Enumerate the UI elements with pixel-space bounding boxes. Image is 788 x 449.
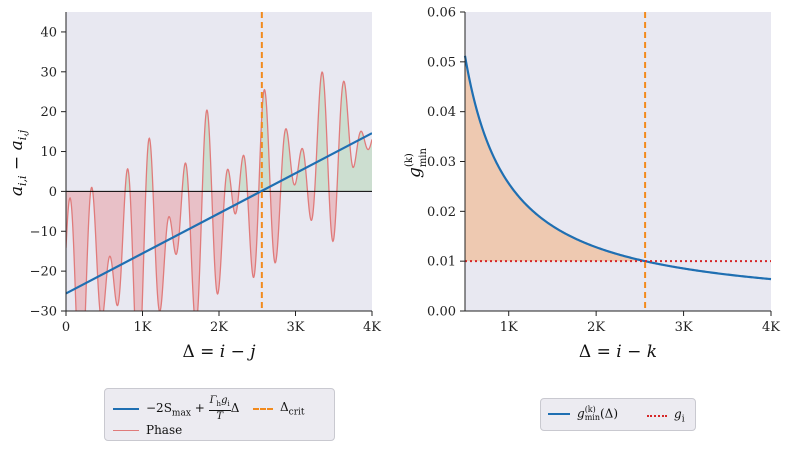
right-legend: g (k) min (Δ) gi (540, 398, 696, 431)
left-y-tick-label: −10 (30, 225, 57, 240)
right-y-axis-label: g(k) min (404, 147, 429, 177)
legend-label-trend: −2Smax + Γhgi T Δ (146, 395, 240, 422)
right-x-axis-label: Δ = i − k (579, 342, 657, 362)
left-x-tick-label: 4K (363, 320, 381, 335)
left-x-tick-label: 3K (287, 320, 305, 335)
legend-label-gi: gi (674, 407, 685, 425)
right-y-tick-label: 0.04 (427, 105, 456, 120)
legend-swatch-crit (253, 407, 273, 410)
left-legend: −2Smax + Γhgi T Δ Δcrit Phase (104, 388, 335, 441)
legend-label-phase: Phase (146, 423, 183, 437)
right-x-tick-label: 3K (675, 320, 693, 335)
left-phase-line (66, 71, 372, 311)
right-x-tick-label: 4K (762, 320, 780, 335)
left-x-axis-label: Δ = i − j (182, 342, 256, 362)
legend-swatch-gi (647, 414, 667, 417)
right-y-tick-label: 0.01 (427, 255, 456, 270)
right-x-tick-label: 1K (500, 320, 518, 335)
left-chart: 0 1K 2K 3K 4K −30 −20 −10 0 10 20 30 40 Δ = i − j a… (7, 12, 381, 362)
legend-entry-crit: Δcrit (253, 400, 305, 417)
right-plot-area (465, 12, 771, 311)
left-y-axis-label: ai,i − ai,j (7, 129, 29, 196)
left-y-tick-label: −20 (30, 265, 57, 280)
right-x-tick-label: 2K (587, 320, 605, 335)
right-y-tick-label: 0.03 (427, 155, 456, 170)
legend-swatch-trend (113, 407, 139, 410)
left-y-tick-label: 10 (40, 145, 57, 160)
legend-label-gmin: g (k) min (Δ) (577, 405, 619, 422)
right-y-tick-label: 0.00 (427, 305, 456, 320)
legend-swatch-phase (113, 429, 139, 431)
left-fill-above-zero (66, 72, 372, 192)
right-y-tick-label: 0.06 (427, 6, 456, 21)
right-y-tick-label: 0.02 (427, 205, 456, 220)
left-y-tick-label: 40 (40, 25, 57, 40)
legend-entry-phase: Phase (113, 423, 182, 437)
right-y-tick-label: 0.05 (427, 55, 456, 70)
left-x-tick-label: 0 (62, 320, 70, 335)
left-y-tick-label: 20 (40, 105, 57, 120)
legend-entry-gmin: g (k) min (Δ) (548, 406, 618, 422)
legend-label-crit: Δcrit (280, 400, 305, 418)
left-y-tick-label: −30 (30, 305, 57, 320)
right-chart: 1K 2K 3K 4K 0.00 0.01 0.02 0.03 0.04 0.05 0.06 Δ … (404, 6, 780, 363)
legend-entry-trend: −2Smax + Γhgi T Δ (113, 395, 239, 422)
legend-swatch-gmin (548, 413, 570, 415)
left-trend-line (66, 132, 372, 295)
left-y-tick-label: 0 (49, 185, 57, 200)
legend-entry-gi: gi (647, 407, 685, 424)
right-fill-area (465, 55, 646, 262)
left-x-tick-label: 2K (210, 320, 228, 335)
left-x-tick-label: 1K (134, 320, 152, 335)
left-y-tick-label: 30 (40, 65, 57, 80)
right-gmin-curve (463, 55, 772, 281)
